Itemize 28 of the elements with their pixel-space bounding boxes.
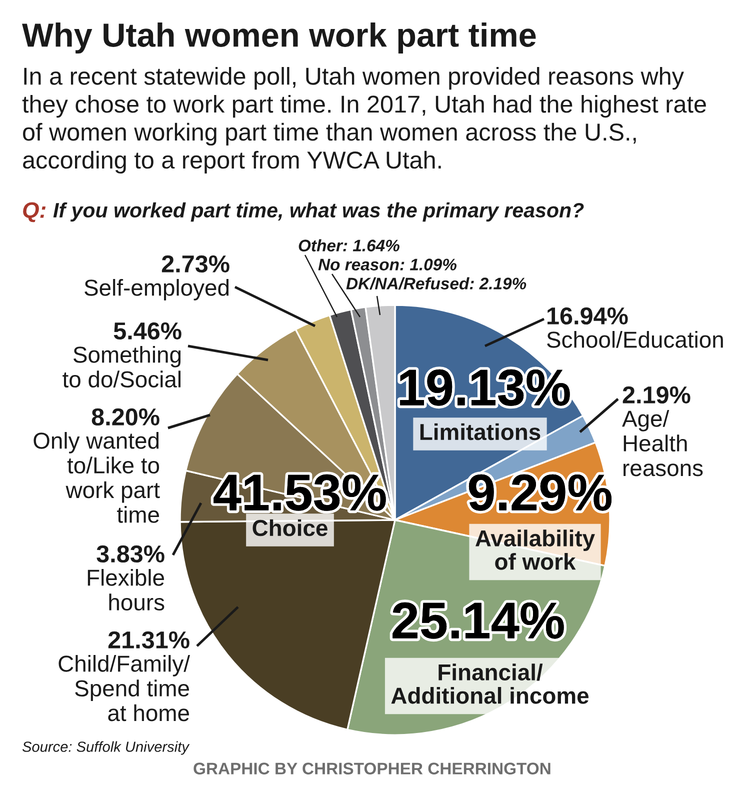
text: Choice [252,519,328,536]
source-note: Source: Suffolk University [22,741,190,755]
data-label: 16.94% [548,307,628,325]
slice-label: School/Education [547,331,723,348]
slice-label: Child/Family/ Spend time at home [58,655,190,722]
slice-label: Self-employed [84,279,229,300]
chart-title: Why Utah women work part time [22,22,536,54]
data-label: 8.20% [92,408,160,426]
slice-label: Age/ Health reasons [622,410,703,476]
slice-label: Other: 1.64% [298,239,400,252]
chart-subtitle: In a recent statewide poll, Utah women provided reasons why they chose to work part time. In 2017, Utah had the highest rate of women working part time than women across the U.S., according to a report from YWCA Utah. [22,67,706,174]
data-label: 2.73% [162,255,230,273]
text: Limitations [420,423,540,440]
data-label: 25.14% [392,602,564,639]
data-label: 2.19% [622,386,690,404]
text: If you worked part time, what was the primary reason? [53,202,584,222]
text: Q: [23,202,46,222]
slice-label: No reason: 1.09% [318,258,456,270]
slice-label: Something to do/Social [62,346,181,388]
data-label: 3.83% [96,545,164,563]
slice-label: DK/NA/Refused: 2.19% [346,277,526,290]
data-label: 5.46% [114,322,182,340]
data-label: 21.31% [108,631,190,649]
slice-label: Availability of work [476,530,595,570]
slice-label: Only wanted to/Like to work part time [34,432,160,523]
text: GRAPHIC BY CHRISTOPHER CHERRINGTON [194,762,550,774]
slice-label: Financial/ Additional income [391,664,589,704]
slice-label: Flexible hours [88,569,164,611]
